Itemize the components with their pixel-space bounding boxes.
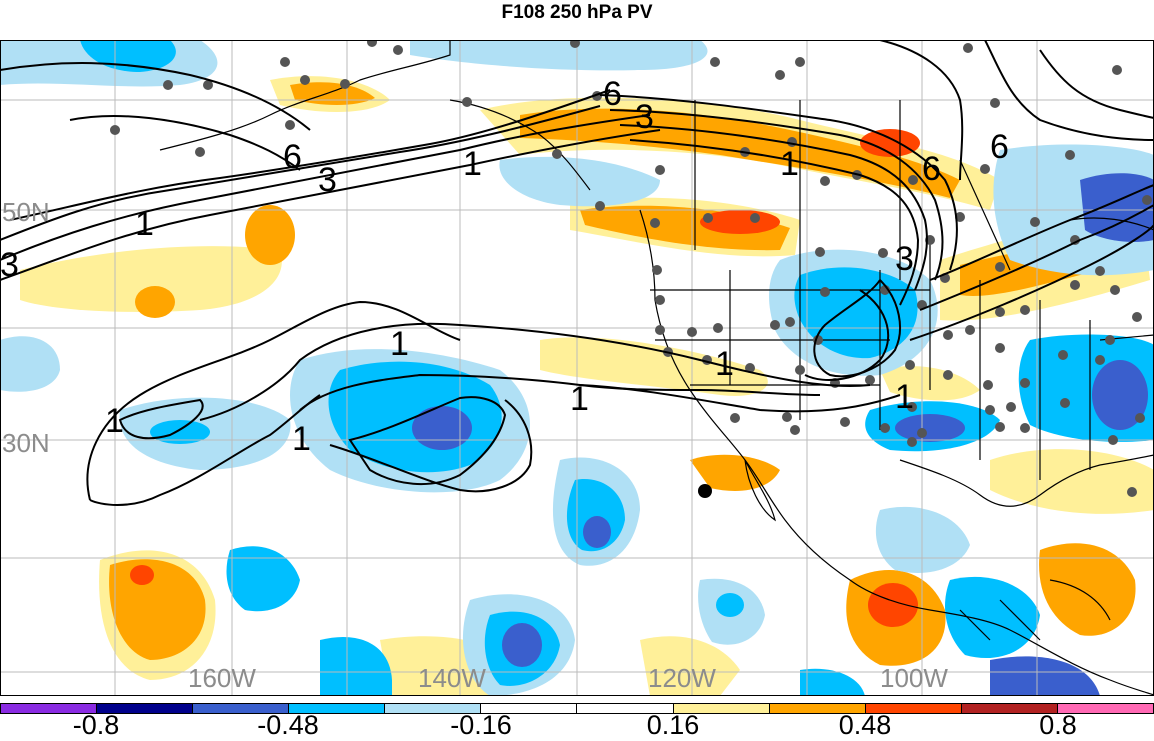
target-point-marker [698, 484, 712, 498]
contour-label: 1 [135, 205, 154, 243]
colorbar-label: -0.48 [257, 710, 319, 740]
colorbar-segment [481, 704, 578, 713]
colorbar-segment [289, 704, 386, 713]
colorbar-segment [385, 704, 482, 713]
colorbar [0, 703, 1154, 714]
coastlines [159, 40, 1154, 696]
pv-map: 6 3 1 1 3 6 3 1 1 1 1 1 1 1 6 6 3 1 50N … [0, 40, 1154, 696]
contour-label: 3 [635, 98, 654, 136]
contour-label: 6 [922, 150, 941, 188]
contour-label: 3 [0, 246, 19, 284]
contour-label: 1 [390, 325, 409, 363]
contour-label: 6 [990, 128, 1009, 166]
contour-label: 3 [895, 240, 914, 278]
lat-label-50n: 50N [2, 197, 50, 227]
colorbar-label: 0.16 [646, 710, 700, 740]
contour-label: 1 [570, 380, 589, 418]
colorbar-segment [97, 704, 194, 713]
colorbar-segment [193, 704, 290, 713]
colorbar-label: -0.16 [450, 710, 512, 740]
contour-label: 1 [105, 402, 124, 440]
lat-label-30n: 30N [2, 428, 50, 458]
map-title: F108 250 hPa PV [501, 2, 653, 23]
colorbar-segment [961, 704, 1058, 713]
colorbar-segment [865, 704, 962, 713]
contour-label: 1 [292, 420, 311, 458]
contour-label: 6 [283, 138, 302, 176]
colorbar-segment [673, 704, 770, 713]
lon-label-160w: 160W [188, 663, 256, 693]
contour-label: 3 [318, 161, 337, 199]
station-dots [110, 40, 1152, 497]
contour-label: 1 [895, 378, 914, 416]
contour-labels: 6 3 1 1 3 6 3 1 1 1 1 1 1 1 6 6 3 1 [0, 75, 1009, 458]
contour-label: 1 [780, 145, 799, 183]
lon-label-120w: 120W [648, 663, 716, 693]
contour-label: 1 [715, 345, 734, 383]
lon-label-100w: 100W [880, 663, 948, 693]
colorbar-label: 0.8 [1039, 710, 1077, 740]
colorbar-segment [577, 704, 674, 713]
colorbar-label: 0.48 [838, 710, 892, 740]
contour-label: 6 [603, 75, 622, 113]
lon-label-140w: 140W [418, 663, 486, 693]
colorbar-segment [769, 704, 866, 713]
colorbar-segment [1057, 704, 1153, 713]
colorbar-segment [1, 704, 98, 713]
contour-label: 1 [463, 145, 482, 183]
colorbar-label: -0.8 [72, 710, 120, 740]
pv-contours [0, 40, 1154, 506]
